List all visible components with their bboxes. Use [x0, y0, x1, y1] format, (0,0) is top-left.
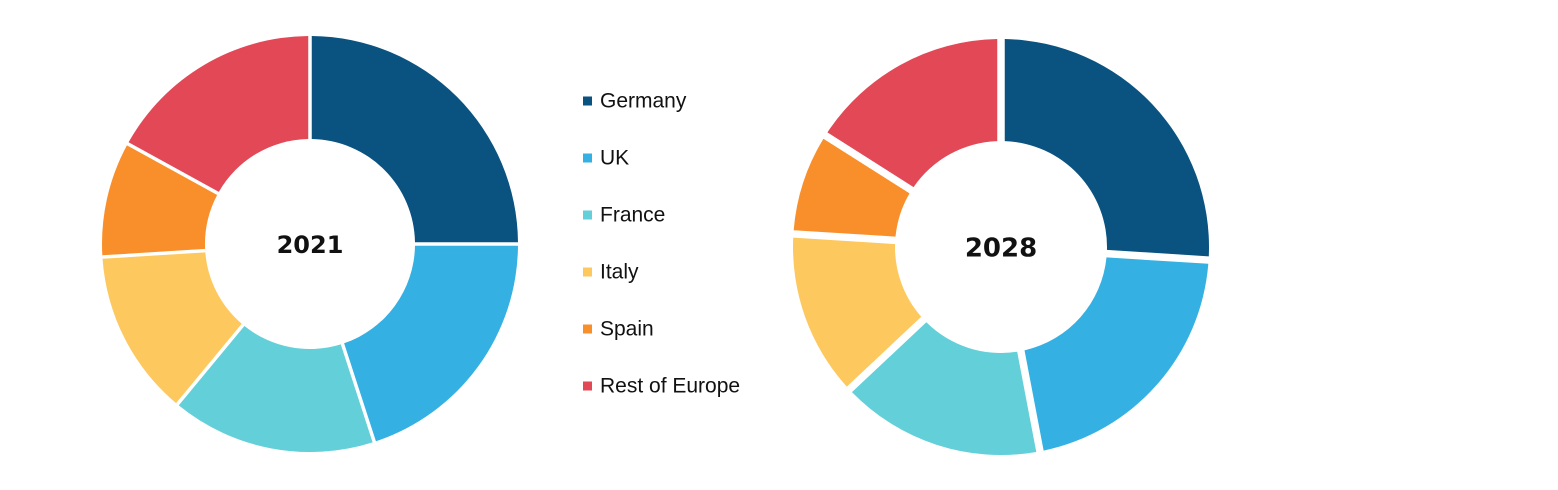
slice-2028-spain	[793, 138, 910, 237]
slice-2021-uk	[344, 245, 518, 442]
slice-2028-rest-of-europe	[827, 39, 998, 188]
center-label-2021: 2021	[277, 231, 344, 259]
slice-2021-spain	[102, 145, 218, 256]
legend-swatch-france	[583, 210, 592, 220]
legend-item-germany: Germany	[583, 90, 687, 113]
legend-label-france: France	[600, 204, 665, 227]
donut-chart-2021: 2021	[102, 36, 518, 452]
legend-item-rest-of-europe: Rest of Europe	[583, 375, 740, 398]
legend-label-uk: UK	[600, 147, 629, 170]
legend-swatch-spain	[583, 324, 592, 334]
slice-2021-germany	[311, 36, 518, 243]
legend-item-france: France	[583, 204, 665, 227]
slice-2028-germany	[1004, 39, 1209, 257]
legend-label-spain: Spain	[600, 318, 654, 341]
center-label-2028: 2028	[965, 234, 1037, 264]
legend-label-germany: Germany	[600, 90, 687, 113]
slice-2021-italy	[102, 252, 242, 404]
legend-label-rest-of-europe: Rest of Europe	[600, 375, 740, 398]
donut-chart-2028: 2028	[793, 39, 1209, 456]
legend-item-uk: UK	[583, 147, 629, 170]
slice-2021-rest-of-europe	[128, 36, 309, 192]
slice-2021-france	[178, 326, 373, 452]
legend: Germany UK France Italy Spain Rest of Europe	[583, 90, 740, 398]
legend-item-italy: Italy	[583, 261, 639, 284]
legend-swatch-rest-of-europe	[583, 381, 592, 391]
legend-swatch-italy	[583, 267, 592, 277]
legend-swatch-germany	[583, 96, 592, 106]
legend-item-spain: Spain	[583, 318, 654, 341]
slice-2028-italy	[793, 237, 922, 387]
slice-2028-uk	[1024, 257, 1209, 451]
slice-2028-france	[851, 322, 1037, 456]
legend-swatch-uk	[583, 153, 592, 163]
legend-label-italy: Italy	[600, 261, 639, 284]
